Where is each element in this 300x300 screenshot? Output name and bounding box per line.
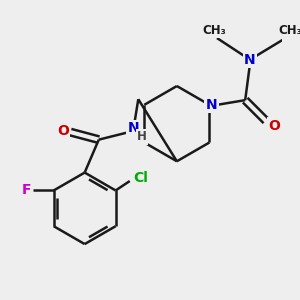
Text: N: N: [244, 53, 256, 67]
Text: O: O: [57, 124, 69, 138]
Text: Cl: Cl: [134, 171, 148, 185]
Text: N: N: [128, 122, 140, 135]
Text: O: O: [268, 118, 280, 133]
Text: N: N: [206, 98, 217, 112]
Text: F: F: [22, 184, 31, 197]
Text: H: H: [137, 130, 147, 143]
Text: CH₃: CH₃: [202, 24, 226, 37]
Text: CH₃: CH₃: [278, 24, 300, 37]
